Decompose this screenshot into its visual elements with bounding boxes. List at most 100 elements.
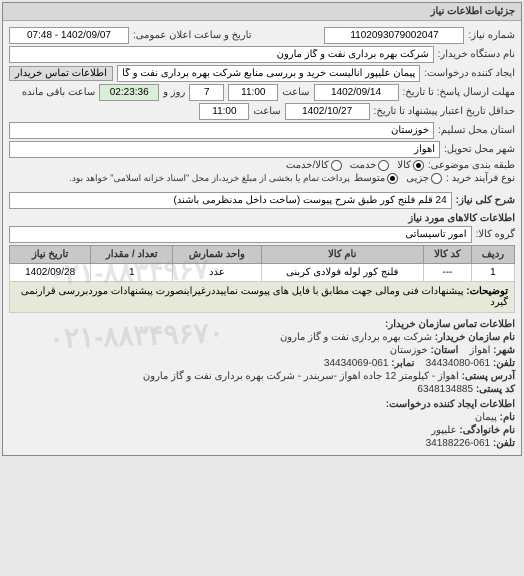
panel-title: جزئیات اطلاعات نیاز [3, 3, 521, 21]
row-buy-type: نوع فرآیند خرید : جزیی متوسط پرداخت تمام… [9, 173, 515, 184]
th-qty: تعداد / مقدار [91, 246, 173, 264]
td-code: --- [423, 264, 471, 282]
category-label: طبقه بندی موضوعی: [428, 160, 515, 171]
row-validity: حداقل تاریخ اعتبار پیشنهاد تا تاریخ: ساع… [9, 103, 515, 120]
td-row: 1 [471, 264, 514, 282]
addr-label: آدرس پستی: [462, 371, 515, 382]
tel-value: 061-34434080 [426, 358, 491, 369]
remain-days-lbl: روز و [163, 87, 185, 98]
td-date: 1402/09/28 [10, 264, 91, 282]
table-note-row: توضیحات: پیشنهادات فنی ومالی جهت مطابق ب… [10, 282, 515, 313]
radio-khadamat-item[interactable]: خدمت [350, 160, 390, 171]
phone-value: 061-34188226 [426, 438, 491, 449]
deadline-time-lbl: ساعت [282, 87, 309, 98]
radio-kalakhadmat [331, 160, 342, 171]
deadline-send-date-input[interactable] [314, 84, 399, 101]
req-no-label: شماره نیاز: [468, 30, 515, 41]
contact-buyer-button[interactable]: اطلاعات تماس خریدار [9, 66, 113, 81]
radio-motavaset [387, 173, 398, 184]
desc-input[interactable] [9, 192, 452, 209]
radio-khadamat-label: خدمت [350, 160, 377, 171]
info-city: شهر: اهواز استان: خوزستان [9, 345, 515, 356]
org-value: شرکت بهره برداری نفت و گاز مارون [280, 332, 432, 343]
table-header-row: ردیف کد کالا نام کالا واحد شمارش تعداد /… [10, 246, 515, 264]
radio-kala-label: کالا [397, 160, 411, 171]
province-label: استان محل تسلیم: [438, 125, 515, 136]
category-radio-group: کالا خدمت کالا/خدمت [286, 160, 424, 171]
tel-label: تلفن: [493, 358, 515, 369]
validity-time-input[interactable] [199, 103, 249, 120]
row-deadline-send: مهلت ارسال پاسخ: تا تاریخ: ساعت روز و سا… [9, 84, 515, 101]
radio-jozi [431, 173, 442, 184]
buyer-org-label: نام دستگاه خریدار: [438, 49, 515, 60]
radio-kalakhadmat-label: کالا/خدمت [286, 160, 329, 171]
row-buyer-org: نام دستگاه خریدار: [9, 46, 515, 63]
row-creator: ایجاد کننده درخواست: اطلاعات تماس خریدار [9, 65, 515, 82]
city-input[interactable] [9, 141, 440, 158]
org-label: نام سازمان خریدار: [435, 332, 515, 343]
th-row: ردیف [471, 246, 514, 264]
radio-jozi-item[interactable]: جزیی [406, 173, 442, 184]
remain-time-input[interactable] [99, 84, 159, 101]
td-name: فلنج کور لوله فولادی کربنی [261, 264, 423, 282]
note-text: پیشنهادات فنی ومالی جهت مطابق با فایل ها… [21, 286, 508, 308]
buy-type-radio-group: جزیی متوسط [354, 173, 442, 184]
table-wrapper: ۰۲۱-۸۸۳۴۹۶۷۰ ردیف کد کالا نام کالا واحد … [9, 245, 515, 313]
th-unit: واحد شمارش [173, 246, 261, 264]
creator-contact-title: اطلاعات ایجاد کننده درخواست: [9, 399, 515, 410]
info-family: نام خانوادگی: علیپور [9, 425, 515, 436]
info-phone: تلفن: 061-34188226 [9, 438, 515, 449]
province-input[interactable] [9, 122, 434, 139]
validity-label: حداقل تاریخ اعتبار پیشنهاد تا تاریخ: [374, 106, 515, 117]
radio-jozi-label: جزیی [406, 173, 429, 184]
creator-label: ایجاد کننده درخواست: [424, 68, 515, 79]
row-category: طبقه بندی موضوعی: کالا خدمت کالا/خدمت [9, 160, 515, 171]
radio-kalakhadmat-item[interactable]: کالا/خدمت [286, 160, 342, 171]
radio-kala-item[interactable]: کالا [397, 160, 424, 171]
goods-table: ردیف کد کالا نام کالا واحد شمارش تعداد /… [9, 245, 515, 313]
city-label: شهر محل تحویل: [444, 144, 515, 155]
panel-body: شماره نیاز: تاریخ و ساعت اعلان عمومی: نا… [3, 21, 521, 455]
info-org: نام سازمان خریدار: شرکت بهره برداری نفت … [9, 332, 515, 343]
remain-lbl: ساعت باقی مانده [22, 87, 95, 98]
info-tel: تلفن: 061-34434080 نمابر: 061-34434069 [9, 358, 515, 369]
creator-input[interactable] [117, 65, 420, 82]
radio-motavaset-label: متوسط [354, 173, 385, 184]
c-province-value: خوزستان [390, 345, 428, 356]
buy-type-note: پرداخت تمام یا بخشی از مبلغ خرید،از محل … [69, 173, 349, 184]
validity-date-input[interactable] [285, 103, 370, 120]
deadline-send-label: مهلت ارسال پاسخ: تا تاریخ: [403, 87, 515, 98]
desc-label: شرح کلی نیاز: [456, 195, 515, 206]
name-label: نام: [500, 412, 515, 423]
table-row[interactable]: 1 --- فلنج کور لوله فولادی کربنی عدد 1 1… [10, 264, 515, 282]
radio-khadamat [378, 160, 389, 171]
info-addr: آدرس پستی: اهواز - کیلومتر 12 جاده اهواز… [9, 371, 515, 382]
family-value: علیپور [431, 425, 456, 436]
postal-value: 6348134885 [417, 384, 473, 395]
row-desc: شرح کلی نیاز: [9, 192, 515, 209]
c-city-value: اهواز [470, 345, 491, 356]
deadline-send-time-input[interactable] [228, 84, 278, 101]
family-label: نام خانوادگی: [459, 425, 515, 436]
info-name: نام: پیمان [9, 412, 515, 423]
name-value: پیمان [475, 412, 497, 423]
group-label: گروه کالا: [476, 229, 515, 240]
goods-section-title: اطلاعات کالاهای مورد نیاز [9, 213, 515, 224]
group-input[interactable] [9, 226, 472, 243]
radio-motavaset-item[interactable]: متوسط [354, 173, 398, 184]
c-province-label: استان: [431, 345, 459, 356]
note-label: توضیحات: [464, 286, 508, 297]
buy-type-label: نوع فرآیند خرید : [446, 173, 515, 184]
fax-value: 061-34434069 [324, 358, 389, 369]
row-group: گروه کالا: [9, 226, 515, 243]
row-req-no: شماره نیاز: تاریخ و ساعت اعلان عمومی: [9, 27, 515, 44]
announce-label: تاریخ و ساعت اعلان عمومی: [133, 30, 252, 41]
phone-label: تلفن: [493, 438, 515, 449]
postal-label: کد پستی: [476, 384, 515, 395]
remain-days-input[interactable] [189, 84, 224, 101]
req-no-input[interactable] [324, 27, 464, 44]
contact-section: ۰۲۱-۸۸۳۴۹۶۷۰ اطلاعات تماس سازمان خریدار:… [9, 319, 515, 449]
row-city: شهر محل تحویل: [9, 141, 515, 158]
announce-date-input[interactable] [9, 27, 129, 44]
buyer-org-input[interactable] [9, 46, 434, 63]
